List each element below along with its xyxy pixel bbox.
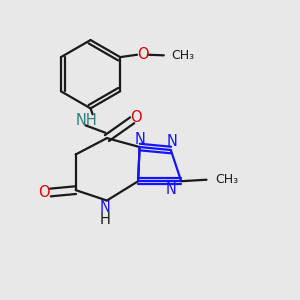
Text: CH₃: CH₃	[215, 173, 238, 186]
Text: N: N	[100, 200, 111, 215]
Text: O: O	[136, 47, 148, 62]
Text: O: O	[38, 185, 50, 200]
Text: N: N	[167, 134, 178, 149]
Text: H: H	[100, 212, 111, 227]
Text: N: N	[134, 132, 145, 147]
Text: N: N	[165, 182, 176, 197]
Text: O: O	[130, 110, 142, 125]
Text: NH: NH	[75, 113, 97, 128]
Text: CH₃: CH₃	[171, 49, 194, 62]
